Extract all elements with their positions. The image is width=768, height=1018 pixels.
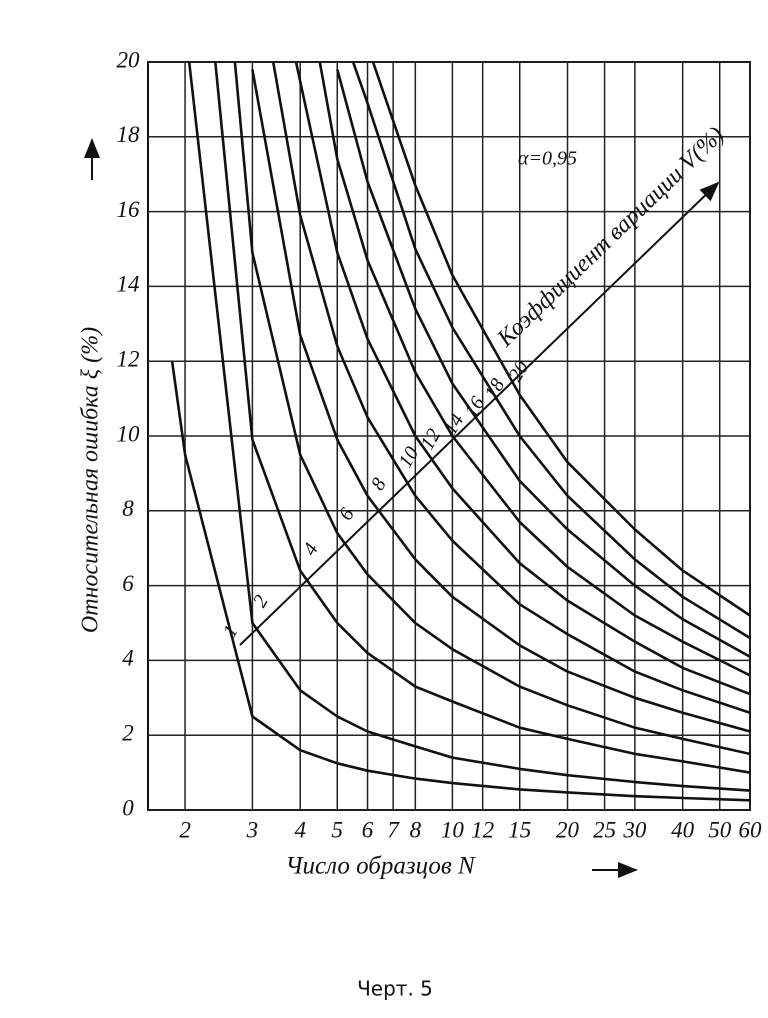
x-tick-label: 6 (362, 817, 374, 842)
caption: Черт. 5 (357, 977, 433, 1001)
y-tick-label: 20 (117, 47, 141, 72)
y-tick-label: 16 (117, 197, 141, 222)
curve (294, 62, 750, 696)
x-tick-label: 50 (708, 817, 732, 842)
y-tick-label: 6 (122, 571, 134, 596)
x-tick-label: 30 (622, 817, 647, 842)
curve (170, 361, 750, 802)
x-tick-label: 20 (556, 817, 580, 842)
x-tick-label: 15 (508, 817, 531, 842)
y-axis-label: Относительная ошибка ξ (%) (78, 327, 104, 633)
y-tick-label: 14 (117, 272, 140, 297)
x-tick-label: 4 (294, 817, 306, 842)
curve (214, 62, 750, 774)
curve (336, 69, 750, 658)
x-tick-label: 10 (441, 817, 465, 842)
curve (271, 62, 750, 715)
curve (318, 62, 750, 677)
x-axis-label: Число образцов N (285, 853, 476, 880)
legend-label: 16 (460, 393, 489, 421)
x-tick-label: 3 (246, 817, 259, 842)
legend-label: 14 (439, 410, 468, 438)
x-tick-label: 25 (593, 817, 616, 842)
y-tick-label: 8 (122, 496, 134, 521)
curve (187, 62, 750, 792)
x-tick-label: 40 (671, 817, 695, 842)
legend-label: 4 (299, 539, 323, 559)
x-tick-label: 60 (739, 817, 763, 842)
y-tick-label: 0 (122, 795, 134, 820)
y-tick-label: 4 (122, 646, 134, 671)
legend-label: 8 (367, 474, 391, 494)
annotation: α=0,95 (518, 148, 577, 170)
curve (371, 62, 750, 617)
y-tick-label: 12 (117, 346, 140, 371)
curve (351, 62, 750, 640)
y-tick-label: 10 (117, 421, 141, 446)
legend-label: 1 (219, 621, 243, 641)
x-tick-label: 2 (179, 817, 191, 842)
curve (251, 69, 750, 733)
y-tick-label: 18 (117, 122, 141, 147)
x-tick-label: 5 (332, 817, 344, 842)
x-tick-label: 7 (387, 817, 400, 842)
x-tick-label: 12 (471, 817, 494, 842)
curve (233, 62, 750, 756)
legend-label: 6 (335, 504, 359, 524)
legend-arrow (239, 181, 720, 646)
x-tick-label: 8 (410, 817, 422, 842)
y-tick-label: 2 (122, 720, 134, 745)
